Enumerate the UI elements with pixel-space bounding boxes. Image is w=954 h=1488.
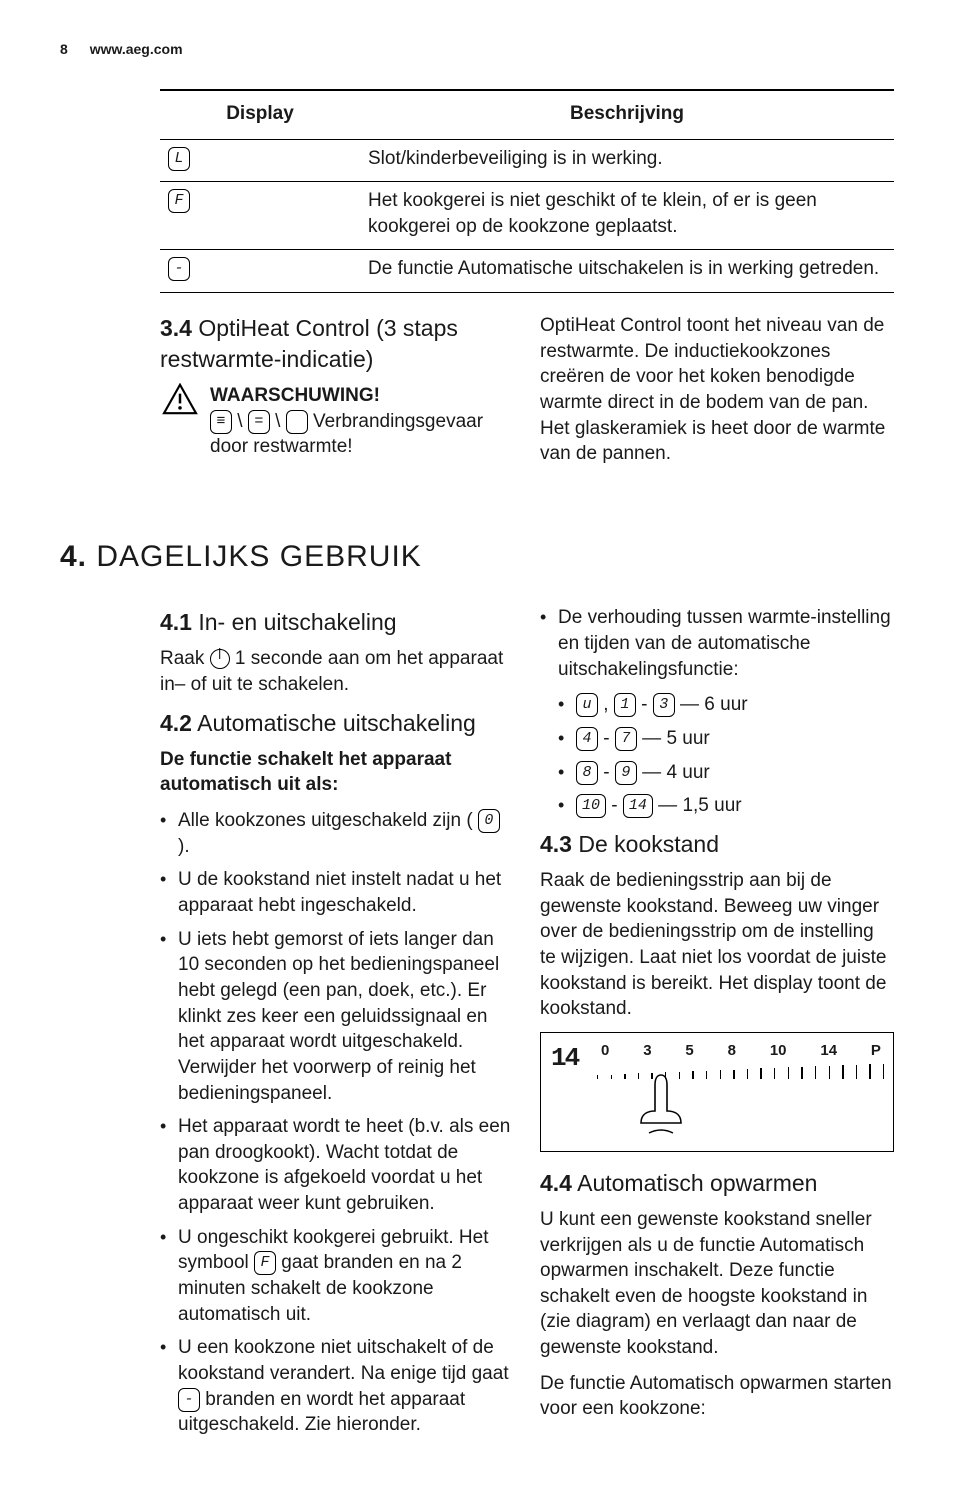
chapter-4-heading: 4. DAGELIJKS GEBRUIK — [60, 537, 894, 578]
sec43-text: Raak de bedieningsstrip aan bij de gewen… — [540, 868, 894, 1022]
heat2-icon: = — [248, 410, 270, 434]
display-table: Display Beschrijving L Slot/kinderbeveil… — [160, 89, 894, 293]
symbol-icon: 9 — [615, 761, 637, 785]
sec41-text: Raak 1 seconde aan om het apparaat in– o… — [160, 646, 514, 697]
section-3-4-heading: 3.4 OptiHeat Control (3 staps restwarmte… — [160, 313, 514, 375]
th-display: Display — [160, 90, 360, 139]
section-4-1-heading: 4.1 In- en uitschakeling — [160, 607, 514, 638]
symbol-icon: F — [254, 1251, 276, 1275]
list-item: U een kookzone niet uitschakelt of de ko… — [160, 1335, 514, 1438]
symbol-icon: 8 — [576, 761, 598, 785]
control-strip-illustration: 14 0 3 5 8 10 14 P — [540, 1032, 894, 1152]
sec42-right-list: De verhouding tussen warmte-instelling e… — [540, 605, 894, 682]
list-item: 4 - 7 — 5 uur — [558, 726, 894, 752]
symbol-icon: 3 — [653, 693, 675, 717]
symbol-icon: 0 — [478, 809, 500, 833]
section-4-4-heading: 4.4 Automatisch opwarmen — [540, 1168, 894, 1199]
page-number: 8 — [60, 40, 68, 59]
header-site: www.aeg.com — [90, 41, 183, 57]
section-4-2-heading: 4.2 Automatische uitschakeling — [160, 708, 514, 739]
symbol-icon: 7 — [615, 727, 637, 751]
heat3-icon: ≡ — [210, 410, 232, 434]
th-desc: Beschrijving — [360, 90, 894, 139]
table-row: - De functie Automatische uitschakelen i… — [160, 250, 894, 293]
list-item: U iets hebt gemorst of iets langer dan 1… — [160, 927, 514, 1106]
power-icon — [210, 649, 230, 669]
page-header: 8 www.aeg.com — [60, 40, 894, 59]
list-item: 10 - 14 — 1,5 uur — [558, 793, 894, 819]
symbol-icon: u — [576, 693, 598, 717]
list-item: Alle kookzones uitgeschakeld zijn ( 0 ). — [160, 808, 514, 859]
symbol-icon: L — [168, 147, 190, 171]
sec44-p1: U kunt een gewenste kookstand sneller ve… — [540, 1207, 894, 1361]
table-row: F Het kookgerei is niet geschikt of te k… — [160, 182, 894, 250]
symbol-icon: 14 — [623, 794, 653, 818]
list-item: U ongeschikt kookgerei gebruikt. Het sym… — [160, 1225, 514, 1328]
symbol-icon: - — [168, 257, 190, 281]
row-desc: De functie Automatische uitschakelen is … — [360, 250, 894, 293]
sec42-list: Alle kookzones uitgeschakeld zijn ( 0 ).… — [160, 808, 514, 1438]
list-item: u , 1 - 3 — 6 uur — [558, 692, 894, 718]
warning-body: WAARSCHUWING! ≡ \ = \ Verbrandingsgevaar… — [210, 383, 514, 460]
row-desc: Het kookgerei is niet geschikt of te kle… — [360, 182, 894, 250]
list-item: U de kookstand niet instelt nadat u het … — [160, 867, 514, 918]
symbol-icon: F — [168, 189, 190, 213]
finger-icon — [631, 1071, 691, 1141]
warning-icon — [160, 383, 200, 460]
list-item: 8 - 9 — 4 uur — [558, 760, 894, 786]
symbol-icon: - — [178, 1388, 200, 1412]
symbol-icon: 10 — [576, 794, 606, 818]
sec44-p2: De functie Automatisch opwarmen starten … — [540, 1371, 894, 1422]
symbol-icon: 4 — [576, 727, 598, 751]
sec42-intro: De functie schakelt het apparaat automat… — [160, 747, 514, 798]
section-4-3-heading: 4.3 De kookstand — [540, 829, 894, 860]
segment-display: 14 — [551, 1041, 591, 1076]
symbol-icon: 1 — [614, 693, 636, 717]
list-item: Het apparaat wordt te heet (b.v. als een… — [160, 1114, 514, 1217]
sec34-right-text: OptiHeat Control toont het niveau van de… — [540, 313, 894, 467]
row-desc: Slot/kinderbeveiliging is in werking. — [360, 139, 894, 182]
heat1-icon — [286, 410, 308, 434]
list-item: De verhouding tussen warmte-instelling e… — [540, 605, 894, 682]
table-row: L Slot/kinderbeveiliging is in werking. — [160, 139, 894, 182]
time-list: u , 1 - 3 — 6 uur 4 - 7 — 5 uur 8 - 9 — … — [558, 692, 894, 819]
